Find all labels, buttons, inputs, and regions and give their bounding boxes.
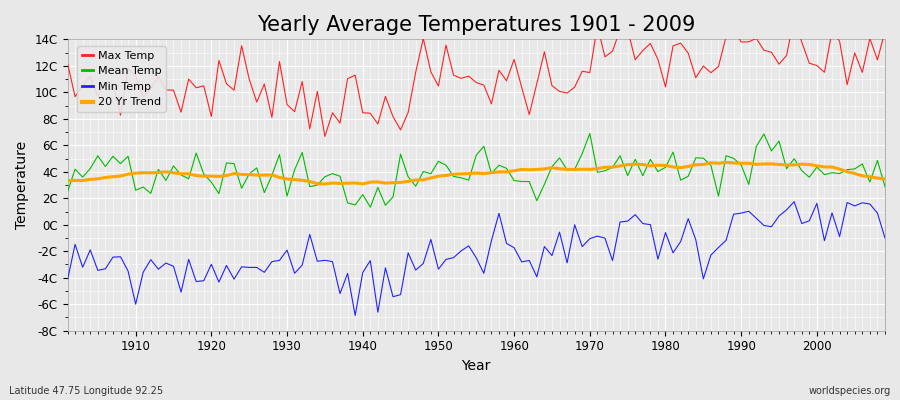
Title: Yearly Average Temperatures 1901 - 2009: Yearly Average Temperatures 1901 - 2009 (257, 15, 696, 35)
Y-axis label: Temperature: Temperature (15, 141, 29, 229)
Text: Latitude 47.75 Longitude 92.25: Latitude 47.75 Longitude 92.25 (9, 386, 163, 396)
Legend: Max Temp, Mean Temp, Min Temp, 20 Yr Trend: Max Temp, Mean Temp, Min Temp, 20 Yr Tre… (77, 46, 166, 112)
Text: worldspecies.org: worldspecies.org (809, 386, 891, 396)
X-axis label: Year: Year (462, 359, 491, 373)
